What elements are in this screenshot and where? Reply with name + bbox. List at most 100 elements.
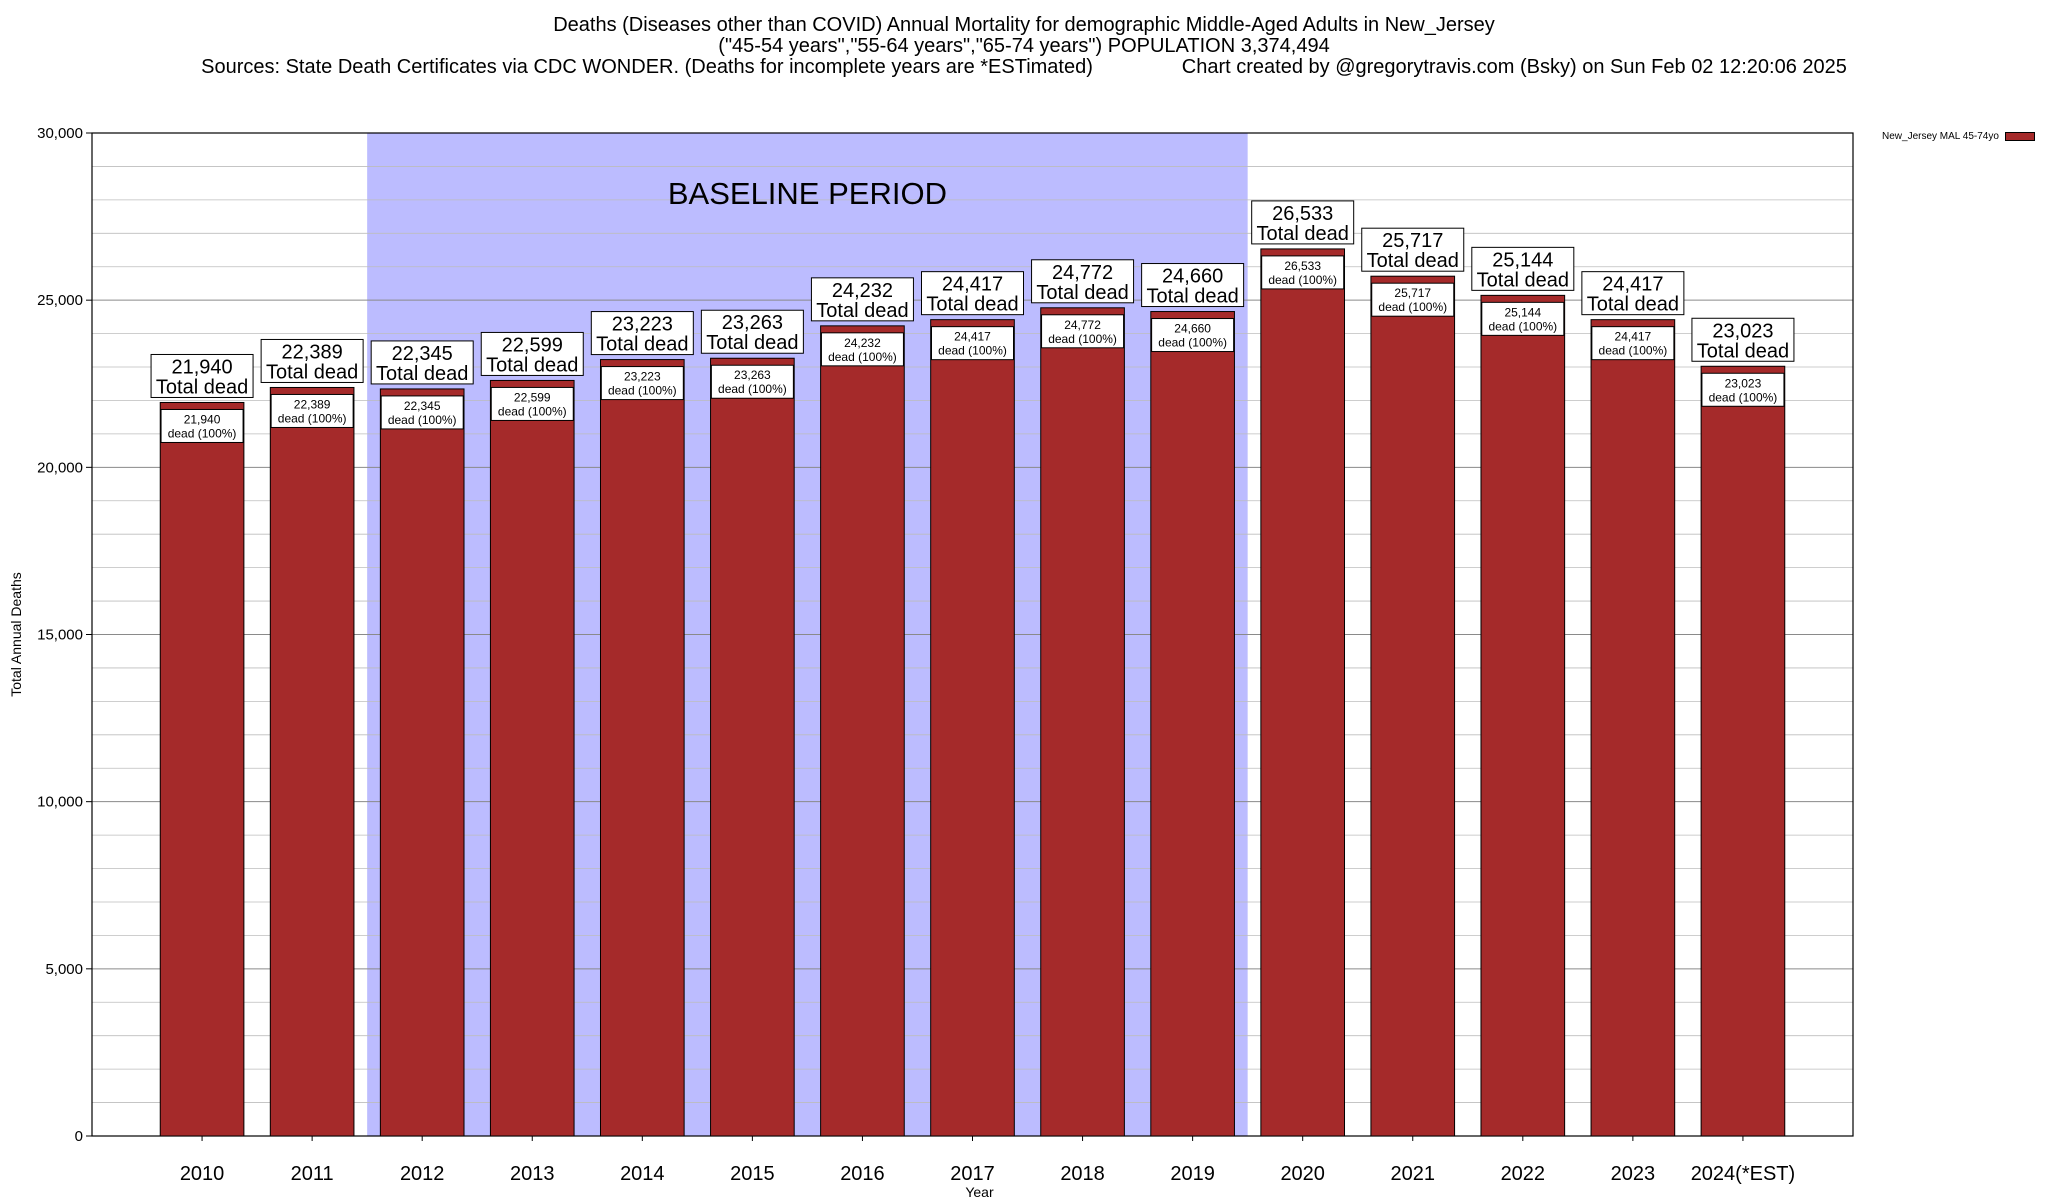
- bar-inner-label-box: [600, 366, 684, 401]
- x-tick-label: 2016: [840, 1163, 885, 1185]
- bar-total-caption: Total dead: [266, 361, 358, 383]
- x-axis-label: Year: [965, 1184, 994, 1200]
- bar-total-caption: Total dead: [1146, 286, 1238, 308]
- bar-inner-value: 22,599: [514, 390, 551, 404]
- bar-inner-caption: dead (100%): [1488, 319, 1557, 333]
- bar-inner-value: 24,772: [1064, 318, 1101, 332]
- bar-inner-label-box: [380, 395, 464, 430]
- bar-total-label-box: [1581, 271, 1685, 316]
- bar-inner-value: 25,144: [1504, 305, 1541, 319]
- bar-total-value: 22,389: [282, 341, 343, 363]
- bar-total-caption: Total dead: [596, 334, 688, 356]
- bar-inner-value: 24,417: [1615, 330, 1652, 344]
- bar-inner-label-box: [1701, 372, 1785, 407]
- baseline-label: BASELINE PERIOD: [668, 176, 947, 211]
- bar-inner-value: 24,417: [954, 330, 991, 344]
- bar: [1040, 307, 1125, 1137]
- bar: [930, 319, 1015, 1137]
- bar-total-caption: Total dead: [156, 376, 248, 398]
- bar-inner-caption: dead (100%): [1709, 390, 1778, 404]
- bar-total-label-box: [1691, 317, 1795, 362]
- bar-inner-value: 25,717: [1394, 286, 1431, 300]
- x-tick-label: 2018: [1060, 1163, 1105, 1185]
- bar-total-value: 25,717: [1382, 230, 1443, 252]
- bar-total-label-box: [921, 271, 1024, 316]
- bar-total-caption: Total dead: [706, 332, 798, 354]
- bar-total-caption: Total dead: [1367, 250, 1459, 272]
- bar-total-value: 26,533: [1272, 203, 1333, 225]
- bar-inner-value: 22,389: [294, 397, 331, 411]
- bar-total-value: 22,599: [502, 334, 563, 356]
- bar: [159, 401, 245, 1137]
- bar-total-value: 24,772: [1052, 262, 1113, 284]
- legend-label: New_Jersey MAL 45-74yo: [1882, 131, 1999, 142]
- bar-inner-caption: dead (100%): [1048, 332, 1117, 346]
- bar-inner-label-box: [1481, 301, 1565, 336]
- y-tick-label: 15,000: [37, 627, 83, 644]
- bar: [1370, 275, 1456, 1137]
- bar-inner-caption: dead (100%): [498, 404, 567, 418]
- bar-inner-value: 24,232: [844, 336, 881, 350]
- y-tick-label: 10,000: [37, 794, 83, 811]
- x-tick-label: 2010: [180, 1163, 225, 1185]
- bar: [710, 357, 795, 1137]
- bar-inner-caption: dead (100%): [718, 382, 787, 396]
- bar-total-caption: Total dead: [926, 294, 1018, 316]
- bar-total-label-box: [260, 338, 364, 383]
- bar: [379, 388, 465, 1137]
- x-tick-label: 2014: [620, 1163, 665, 1185]
- bar-inner-caption: dead (100%): [828, 350, 897, 364]
- y-tick-label: 30,000: [37, 125, 83, 142]
- bar-inner-label-box: [160, 408, 244, 443]
- bar-inner-caption: dead (100%): [278, 411, 347, 425]
- bar: [1260, 248, 1346, 1137]
- bar: [1480, 294, 1566, 1137]
- x-tick-label: 2021: [1391, 1163, 1436, 1185]
- bar-inner-label-box: [931, 326, 1014, 361]
- y-tick-label: 25,000: [37, 292, 83, 309]
- bar-total-label-box: [1141, 263, 1245, 308]
- bar-total-value: 23,223: [612, 314, 673, 336]
- bar-total-value: 24,660: [1162, 266, 1223, 288]
- bar-total-caption: Total dead: [486, 354, 578, 376]
- bar-inner-label-box: [820, 332, 904, 367]
- bar-total-caption: Total dead: [816, 300, 908, 322]
- bar-total-value: 22,345: [392, 343, 453, 365]
- bar: [1590, 319, 1676, 1137]
- legend-swatch: [2004, 132, 2035, 141]
- bar-total-label-box: [480, 331, 584, 376]
- bar-inner-caption: dead (100%): [1158, 336, 1227, 350]
- x-tick-label: 2013: [510, 1163, 555, 1185]
- bar: [269, 386, 355, 1137]
- y-tick-label: 0: [75, 1128, 83, 1145]
- bar: [599, 359, 685, 1137]
- bar-inner-value: 26,533: [1284, 259, 1321, 273]
- bar-total-value: 21,940: [171, 356, 232, 378]
- bar-total-label-box: [700, 309, 804, 354]
- chart-title-line-2: ("45-54 years","55-64 years","65-74 year…: [718, 35, 1330, 57]
- x-tick-label: 2012: [400, 1163, 445, 1185]
- bar-inner-value: 24,660: [1174, 322, 1211, 336]
- bar-total-label-box: [150, 353, 254, 398]
- chart-title-line-3: Sources: State Death Certificates via CD…: [201, 56, 1847, 78]
- bar-inner-caption: dead (100%): [1268, 273, 1337, 287]
- x-tick-label: 2024(*EST): [1691, 1163, 1796, 1185]
- bar-total-label-box: [1361, 227, 1465, 272]
- y-tick-label: 20,000: [37, 459, 83, 476]
- bar-total-label-box: [370, 340, 474, 385]
- x-tick-label: 2011: [291, 1163, 334, 1185]
- bar-inner-caption: dead (100%): [388, 413, 457, 427]
- bar-total-label-box: [1031, 259, 1135, 304]
- bar-inner-label-box: [1041, 314, 1125, 349]
- x-tick-label: 2015: [730, 1163, 775, 1185]
- bar-total-caption: Total dead: [1257, 223, 1349, 245]
- bar-inner-caption: dead (100%): [938, 344, 1007, 358]
- x-tick-label: 2022: [1501, 1163, 1546, 1185]
- bar-inner-label-box: [1261, 255, 1345, 290]
- bar-total-caption: Total dead: [1697, 340, 1789, 362]
- bar-total-label-box: [590, 311, 694, 356]
- bar: [489, 379, 575, 1137]
- bar-total-label-box: [1471, 246, 1575, 291]
- y-tick-label: 5,000: [45, 961, 83, 978]
